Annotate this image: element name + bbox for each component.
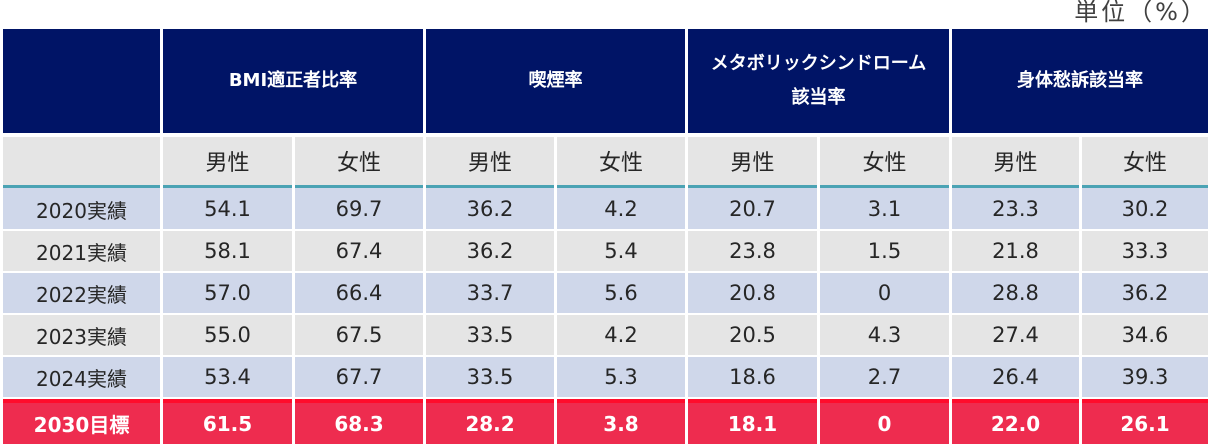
cell-value: 23.8 bbox=[688, 231, 817, 273]
cell-value: 4.3 bbox=[820, 315, 949, 357]
cell-value: 4.2 bbox=[557, 315, 685, 357]
cell-value: 54.1 bbox=[163, 188, 292, 231]
sub-header-row: 男性 女性 男性 女性 男性 女性 男性 女性 bbox=[3, 137, 1208, 188]
cell-value: 18.6 bbox=[688, 357, 817, 399]
sub-header-female: 女性 bbox=[820, 137, 949, 188]
target-value: 68.3 bbox=[295, 399, 423, 444]
cell-value: 67.4 bbox=[295, 231, 423, 273]
cell-value: 36.2 bbox=[426, 188, 554, 231]
cell-value: 3.1 bbox=[820, 188, 949, 231]
target-row: 2030目標 61.5 68.3 28.2 3.8 18.1 0 22.0 26… bbox=[3, 399, 1208, 444]
target-value: 18.1 bbox=[688, 399, 817, 444]
row-label: 2023実績 bbox=[3, 315, 160, 357]
cell-value: 20.7 bbox=[688, 188, 817, 231]
group-header-metabolic: メタボリックシンドローム 該当率 bbox=[688, 29, 949, 137]
cell-value: 5.3 bbox=[557, 357, 685, 399]
target-value: 3.8 bbox=[557, 399, 685, 444]
target-value: 61.5 bbox=[163, 399, 292, 444]
cell-value: 5.4 bbox=[557, 231, 685, 273]
cell-value: 33.3 bbox=[1082, 231, 1208, 273]
cell-value: 67.5 bbox=[295, 315, 423, 357]
table-row: 2022実績 57.0 66.4 33.7 5.6 20.8 0 28.8 36… bbox=[3, 273, 1208, 315]
group-header-smoking: 喫煙率 bbox=[426, 29, 685, 137]
cell-value: 39.3 bbox=[1082, 357, 1208, 399]
sub-header-female: 女性 bbox=[295, 137, 423, 188]
cell-value: 55.0 bbox=[163, 315, 292, 357]
cell-value: 30.2 bbox=[1082, 188, 1208, 231]
cell-value: 23.3 bbox=[952, 188, 1079, 231]
row-label: 2021実績 bbox=[3, 231, 160, 273]
cell-value: 20.8 bbox=[688, 273, 817, 315]
sub-corner-cell bbox=[3, 137, 160, 188]
cell-value: 33.5 bbox=[426, 357, 554, 399]
table-row: 2024実績 53.4 67.7 33.5 5.3 18.6 2.7 26.4 … bbox=[3, 357, 1208, 399]
sub-header-male: 男性 bbox=[688, 137, 817, 188]
table-row: 2023実績 55.0 67.5 33.5 4.2 20.5 4.3 27.4 … bbox=[3, 315, 1208, 357]
row-label: 2022実績 bbox=[3, 273, 160, 315]
group-header-physical-complaints: 身体愁訴該当率 bbox=[952, 29, 1208, 137]
cell-value: 27.4 bbox=[952, 315, 1079, 357]
cell-value: 0 bbox=[820, 273, 949, 315]
cell-value: 4.2 bbox=[557, 188, 685, 231]
row-label: 2024実績 bbox=[3, 357, 160, 399]
sub-header-female: 女性 bbox=[1082, 137, 1208, 188]
group-header-metabolic-line1: メタボリックシンドローム bbox=[710, 53, 927, 74]
row-label: 2020実績 bbox=[3, 188, 160, 231]
group-header-metabolic-line2: 該当率 bbox=[791, 87, 846, 108]
health-metrics-table: BMI適正者比率 喫煙率 メタボリックシンドローム 該当率 身体愁訴該当率 男性… bbox=[0, 29, 1211, 444]
group-header-row: BMI適正者比率 喫煙率 メタボリックシンドローム 該当率 身体愁訴該当率 bbox=[3, 29, 1208, 137]
cell-value: 53.4 bbox=[163, 357, 292, 399]
sub-header-male: 男性 bbox=[163, 137, 292, 188]
cell-value: 21.8 bbox=[952, 231, 1079, 273]
cell-value: 66.4 bbox=[295, 273, 423, 315]
cell-value: 58.1 bbox=[163, 231, 292, 273]
sub-header-male: 男性 bbox=[952, 137, 1079, 188]
table-row: 2021実績 58.1 67.4 36.2 5.4 23.8 1.5 21.8 … bbox=[3, 231, 1208, 273]
target-value: 22.0 bbox=[952, 399, 1079, 444]
cell-value: 33.7 bbox=[426, 273, 554, 315]
cell-value: 69.7 bbox=[295, 188, 423, 231]
corner-cell bbox=[3, 29, 160, 137]
cell-value: 26.4 bbox=[952, 357, 1079, 399]
cell-value: 34.6 bbox=[1082, 315, 1208, 357]
cell-value: 57.0 bbox=[163, 273, 292, 315]
sub-header-male: 男性 bbox=[426, 137, 554, 188]
cell-value: 1.5 bbox=[820, 231, 949, 273]
cell-value: 36.2 bbox=[1082, 273, 1208, 315]
table-row: 2020実績 54.1 69.7 36.2 4.2 20.7 3.1 23.3 … bbox=[3, 188, 1208, 231]
cell-value: 2.7 bbox=[820, 357, 949, 399]
unit-label: 単位（%） bbox=[1074, 0, 1208, 26]
cell-value: 67.7 bbox=[295, 357, 423, 399]
cell-value: 28.8 bbox=[952, 273, 1079, 315]
group-header-bmi: BMI適正者比率 bbox=[163, 29, 423, 137]
sub-header-female: 女性 bbox=[557, 137, 685, 188]
cell-value: 33.5 bbox=[426, 315, 554, 357]
target-value: 26.1 bbox=[1082, 399, 1208, 444]
cell-value: 36.2 bbox=[426, 231, 554, 273]
cell-value: 20.5 bbox=[688, 315, 817, 357]
cell-value: 5.6 bbox=[557, 273, 685, 315]
target-value: 0 bbox=[820, 399, 949, 444]
target-value: 28.2 bbox=[426, 399, 554, 444]
target-row-label: 2030目標 bbox=[3, 399, 160, 444]
